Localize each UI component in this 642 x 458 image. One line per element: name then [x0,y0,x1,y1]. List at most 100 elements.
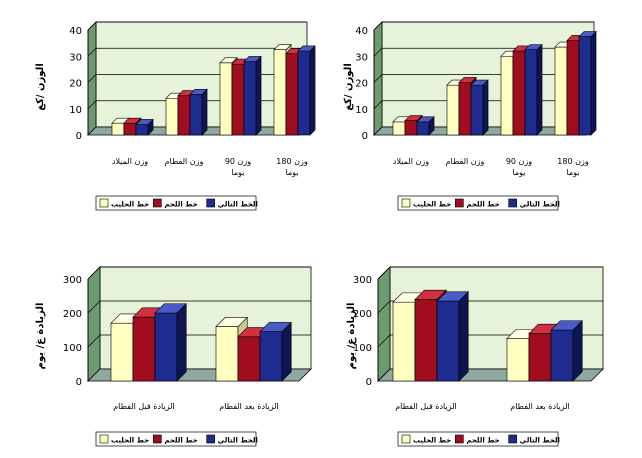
legend-label: خط الحليب [111,201,149,209]
legend-label: خط اللحم [164,201,197,209]
bar-front [237,336,261,382]
y-tick-label: 30 [355,52,368,63]
legend-box [95,431,257,447]
bar-weights-right-c1-s2 [470,79,489,136]
bar-front [154,312,178,382]
legend-label: الخط التالي [218,201,258,209]
bar-front [528,333,552,382]
bar-front [554,46,568,136]
gridline [87,266,311,280]
bar-front [219,62,233,136]
bar-front [243,61,257,136]
chart-gain-right: 0 100 200 300 الزيادة غ/ يوم الزيادة قبل الفط… [346,266,604,447]
bar-top [404,115,423,121]
legend-box [397,431,559,447]
bar-gain-left-c1-s2 [259,321,292,382]
bar-top [470,79,489,86]
chart-weights-left: 0 10 20 30 40 الوزن /كغ وزن الميلاد وزن الفطام و… [35,21,316,211]
y-tick-label: 20 [69,79,82,90]
chart-gain-left: 0 100 200 300 الزيادة غ/ يوم الزيادة قبل الفط… [35,266,312,447]
legend-swatch [206,198,215,208]
y-tick-label: 0 [76,131,82,142]
y-tick-label: 300 [63,275,82,286]
legend-swatch [401,434,411,444]
x-category-label: الزيادة قبل الفطام [395,402,457,411]
bar-front [470,84,484,136]
x-category-label: الزيادة بعد الفطام [510,402,570,411]
legend-swatch [99,198,109,208]
chart-weights-right: 0 10 20 30 40 الوزن /كغ وزن الميلاد وزن الفطام و… [343,21,597,211]
bar-front [285,53,299,136]
bar-weights-right-c3-s2 [578,30,597,136]
bar-front [500,55,514,136]
y-tick-label: 300 [353,275,372,286]
x-category-label: وزن 90 [225,157,251,166]
bar-top [219,57,238,64]
x-category-label: الزيادة قبل الفطام [113,402,175,411]
y-tick-label: 40 [69,26,82,37]
legend: خط الحليب خط اللحم الخط التالي [397,431,560,447]
x-category-label: وزن 180 [557,157,589,166]
legend-box [397,195,559,211]
bar-side [176,303,187,382]
bar-top [524,44,543,50]
legend: خط الحليب خط اللحم الخط التالي [95,195,258,211]
bar-front [135,124,149,136]
gridline [377,266,603,280]
y-tick-label: 30 [69,52,82,63]
bar-top [414,289,447,300]
gridline [87,47,307,57]
bar-gain-right-c0-s2 [436,291,469,382]
bar-top [550,320,583,331]
y-tick-label: 100 [63,343,82,354]
y-tick-label: 20 [355,79,368,90]
bar-top [259,322,292,333]
bar-front [578,36,592,136]
y-axis-title: الزيادة غ/ يوم [35,303,46,370]
bar-top [578,31,597,37]
legend-label: الخط التالي [520,437,560,445]
bar-front [123,122,137,136]
bar-top [215,317,248,327]
bar-front [566,40,580,136]
y-tick-label: 200 [353,309,372,320]
legend-swatch [455,434,464,444]
bar-front [392,301,416,382]
bar-front [297,50,311,136]
bar-front [132,316,156,382]
x-category-label: الزيادة بعد الفطام [219,402,279,411]
bar-weights-left-c0-s2 [135,118,154,136]
legend-box [95,195,257,211]
bar-front [215,326,239,382]
bar-weights-left-c1-s2 [189,88,208,136]
x-category-label: يوما [231,168,244,177]
legend: خط الحليب خط اللحم الخط التالي [95,431,258,447]
legend-swatch [401,198,411,208]
bar-top [123,117,142,124]
x-category-label: يوما [566,168,579,177]
bar-side [482,79,489,136]
x-category-label: وزن الميلاد [393,157,429,166]
bar-weights-right-c2-s2 [524,43,543,136]
bar-top [243,56,262,62]
bar-front [110,322,134,382]
plot-side-wall [377,266,391,382]
bar-front [458,82,472,136]
bar-front [512,50,526,136]
bar-top [416,116,435,123]
bar-front [414,299,438,382]
bar-top [273,44,292,50]
gridline [373,21,594,31]
legend-swatch [455,198,464,208]
bar-front [550,329,574,382]
legend-swatch [206,434,215,444]
bar-weights-right-c0-s2 [416,116,435,136]
gridline [87,300,311,314]
legend: خط الحليب خط اللحم الخط التالي [397,195,560,211]
legend-swatch [99,434,109,444]
bar-front [273,49,287,136]
bar-front [436,300,460,382]
y-axis-title: الوزن /كغ [35,63,46,111]
bar-side [309,45,316,136]
